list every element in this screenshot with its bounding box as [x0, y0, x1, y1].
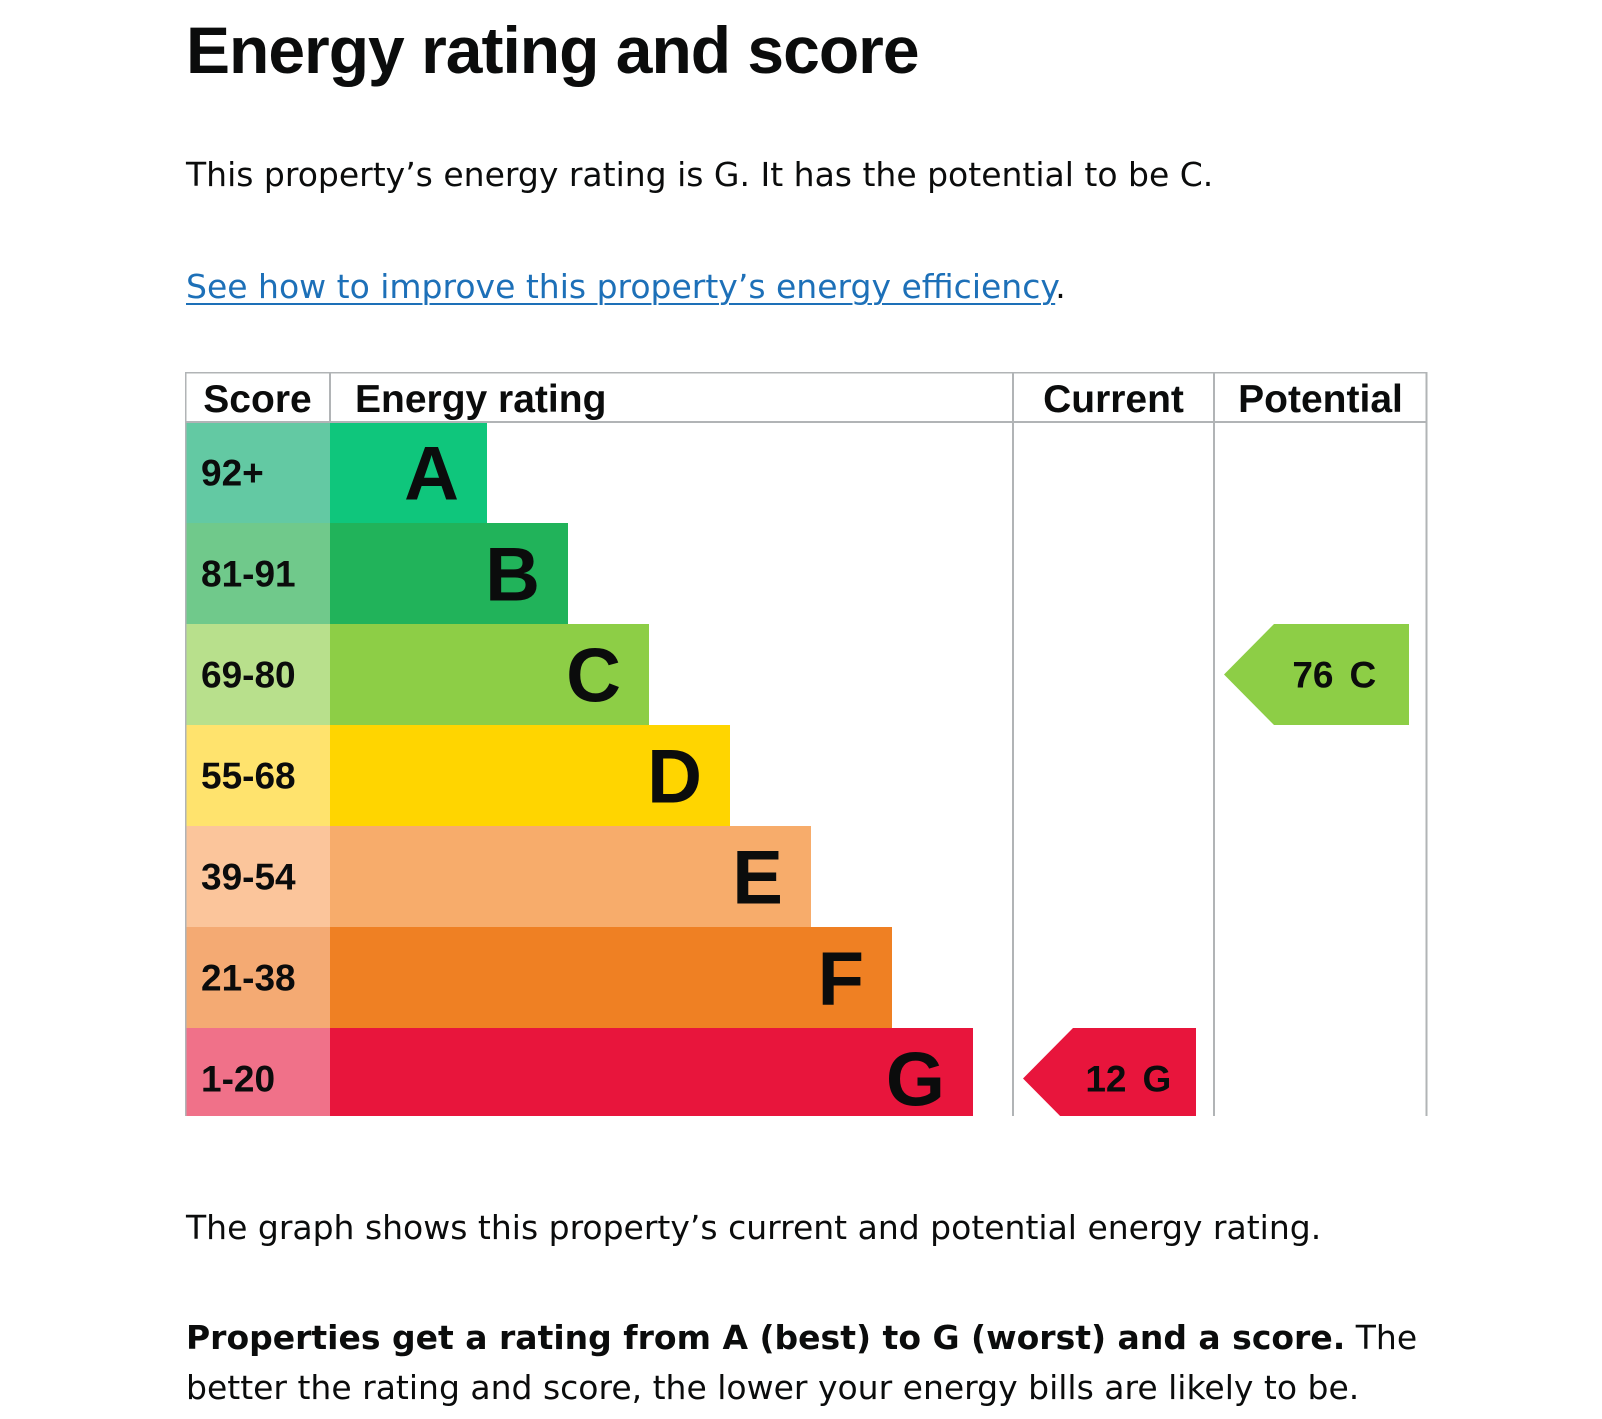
score-range-d: 55-68: [201, 756, 296, 797]
score-range-b: 81-91: [201, 554, 296, 595]
chart-headers: Score Energy rating Current Potential: [203, 378, 1403, 421]
rating-letter-e: E: [732, 836, 783, 921]
score-cell-e: [185, 826, 330, 927]
score-range-g: 1-20: [201, 1059, 275, 1100]
rating-bar-a: [330, 422, 487, 523]
improve-link-suffix: .: [1055, 267, 1066, 306]
score-cell-f: [185, 927, 330, 1028]
rating-explanation-rest: The better the rating and score, the low…: [186, 1318, 1418, 1407]
energy-rating-chart: 92+ A81-91 B69-80 C55-68 D39-54 E21-38 F1-20 G …: [185, 372, 1428, 1116]
chart-arrows: 12 G 76 C: [1023, 624, 1409, 1116]
rating-explanation: Properties get a rating from A (best) to…: [186, 1313, 1426, 1413]
rating-letter-a: A: [404, 432, 459, 517]
header-current: Current: [1043, 378, 1184, 421]
score-range-e: 39-54: [201, 857, 296, 898]
rating-bar-f: [330, 927, 892, 1028]
header-energy-rating: Energy rating: [355, 378, 606, 421]
score-cell-d: [185, 725, 330, 826]
current-rating-score-label: 12: [1085, 1059, 1126, 1100]
graph-description: The graph shows this property’s current …: [186, 1208, 1322, 1247]
score-cell-a: [185, 422, 330, 523]
rating-letter-f: F: [818, 937, 864, 1022]
rating-bar-c: [330, 624, 649, 725]
chart-bands: 92+ A 81-91 B 69-80 C 55-68 D 39-54 E 21-38 F 1-20 G: [185, 422, 973, 1116]
score-range-a: 92+: [201, 453, 264, 494]
potential-rating-letter-label: C: [1350, 655, 1377, 696]
improve-efficiency-link[interactable]: See how to improve this property’s energ…: [186, 267, 1056, 306]
rating-summary: This property’s energy rating is G. It h…: [186, 155, 1214, 194]
chart-frame: [185, 372, 1428, 1116]
score-cell-g: [185, 1028, 330, 1116]
score-cell-c: [185, 624, 330, 725]
rating-bar-d: [330, 725, 730, 826]
rating-bar-e: [330, 826, 811, 927]
current-rating-arrow: [1023, 1028, 1196, 1116]
rating-bar-g: [330, 1028, 973, 1116]
score-cell-b: [185, 523, 330, 624]
potential-rating-score-label: 76: [1292, 655, 1333, 696]
improve-link-line: See how to improve this property’s energ…: [186, 262, 1426, 312]
rating-bar-b: [330, 523, 568, 624]
rating-letter-b: B: [485, 533, 540, 618]
score-range-f: 21-38: [201, 958, 296, 999]
header-potential: Potential: [1238, 378, 1403, 421]
potential-rating-arrow: [1224, 624, 1409, 725]
rating-letter-c: C: [566, 634, 621, 719]
page-title: Energy rating and score: [186, 13, 920, 87]
rating-letter-d: D: [647, 735, 702, 820]
current-rating-letter-label: G: [1143, 1059, 1172, 1100]
score-range-c: 69-80: [201, 655, 296, 696]
rating-letter-g: G: [886, 1038, 945, 1117]
rating-explanation-bold: Properties get a rating from A (best) to…: [186, 1318, 1346, 1357]
chart-border: [185, 372, 1428, 1116]
header-score: Score: [203, 378, 311, 421]
